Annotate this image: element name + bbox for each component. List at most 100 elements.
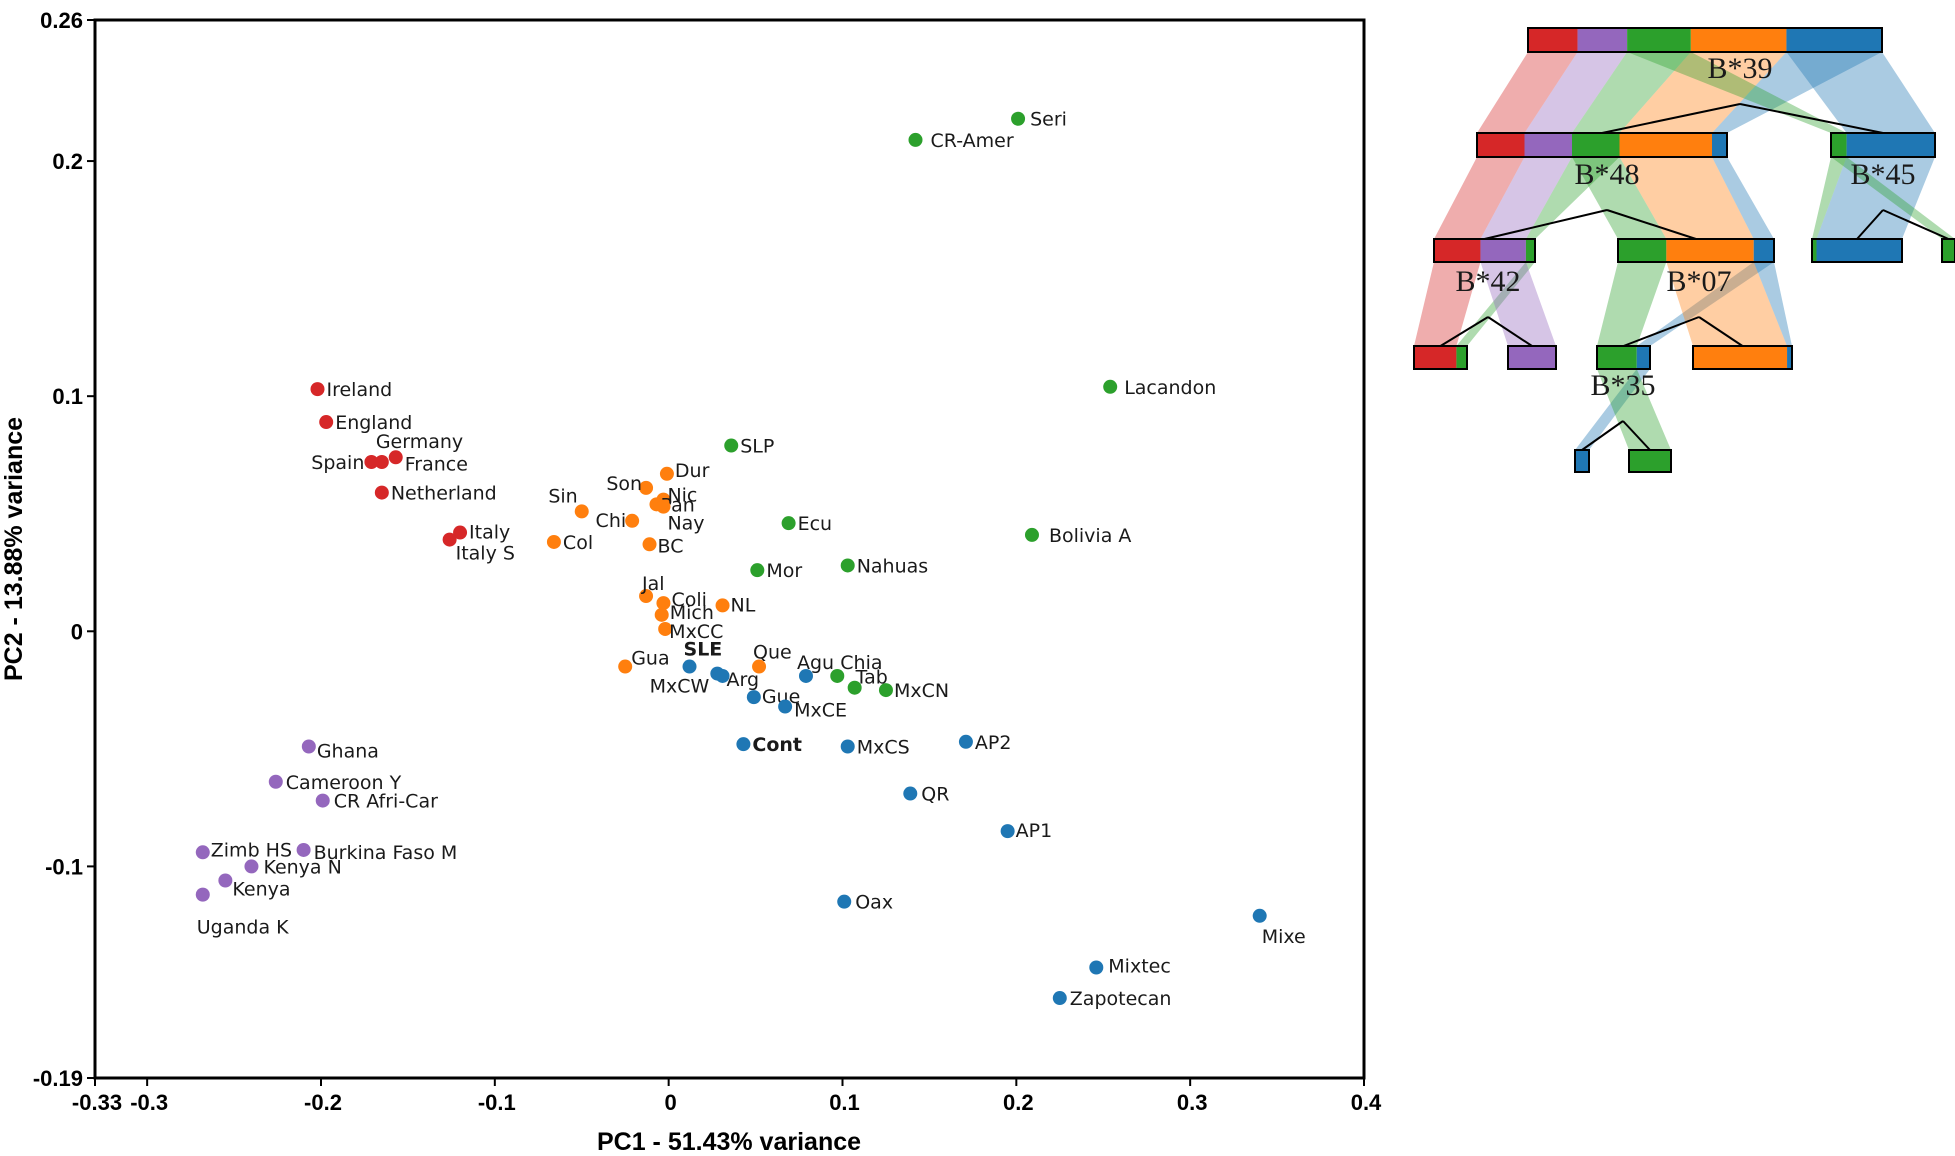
tree-edge [1439,316,1489,347]
point-label: CR-Amer [931,130,1014,152]
data-point [658,621,673,636]
bar-segment [1572,133,1620,157]
flow-band [1812,157,1847,239]
point-label: QR [921,784,949,806]
data-point [840,739,855,754]
point-label: Mixe [1262,926,1306,948]
tree-edges [1439,103,1949,451]
bar-outline [1830,132,1936,158]
data-point [830,668,845,683]
bar-segment [1846,133,1935,157]
data-point [1052,991,1067,1006]
data-point [268,774,283,789]
flow-band [1434,157,1525,239]
data-point [639,480,654,495]
bar-segment [1414,346,1457,369]
tree-split-labels: B*39 B*48 B*45 B*42 B*07 B*35 [1455,52,1915,402]
point-label: Kenya N [263,856,341,878]
data-point [315,793,330,808]
data-point [374,455,389,470]
flow-band [1597,262,1667,346]
data-point [908,132,923,147]
bar-segment [1619,133,1712,157]
composition-bar [1628,449,1672,473]
bar-segment [1528,28,1578,52]
data-point [195,845,210,860]
bar-outline [1476,132,1728,158]
bar-outline [1413,345,1468,370]
point-label: MxCW [650,676,710,698]
bar-segment [1629,450,1671,472]
data-point [296,842,311,857]
flow-band [1627,52,1847,133]
point-label: Nahuas [857,555,928,577]
point-label: MxCE [794,700,847,722]
point-label: Germany [376,431,463,453]
data-point [453,525,468,540]
bar-segment [1787,346,1792,369]
point-label: Netherland [391,483,497,505]
flow-band [1597,369,1671,450]
point-label: MxCC [669,621,723,643]
data-point [778,699,793,714]
bar-outline [1433,238,1536,263]
bar-outline [1527,27,1883,53]
composition-bar [1476,132,1728,158]
bar-segment [1786,28,1882,52]
split-label: B*42 [1455,265,1520,298]
y-tick-label: 0.2 [52,149,83,174]
point-label: AP1 [1016,820,1053,842]
point-label: Son [606,473,642,495]
tree-edge [1698,316,1744,347]
tree-composition-bars [1413,27,1955,473]
point-label: Gua [631,648,669,670]
x-tick-label: 0 [665,1090,677,1115]
x-tick-label: 0.1 [829,1090,860,1115]
data-point [374,485,389,500]
data-point [1089,960,1104,975]
data-point [574,504,589,519]
tree-edge [1606,209,1697,240]
point-label: Italy [469,522,510,544]
point-label: Cameroon Y [286,772,402,794]
point-label: MxCN [894,680,949,702]
point-label: Tab [855,667,888,689]
flow-band [1572,52,1691,133]
data-point [1024,527,1039,542]
data-point [639,589,654,604]
bar-segment [1812,239,1817,262]
data-point [301,739,316,754]
x-tick-label: 0.4 [1351,1090,1382,1115]
bar-segment [1942,239,1955,262]
data-point [1000,824,1015,839]
data-point [750,563,765,578]
data-point [781,516,796,531]
composition-bar [1527,27,1883,53]
tree-edge [1484,209,1608,240]
bar-segment [1627,28,1691,52]
data-point [1011,111,1026,126]
bar-segment [1434,239,1481,262]
composition-bar [1617,238,1775,263]
point-label: AP2 [975,732,1012,754]
composition-bar [1811,238,1903,263]
flow-band [1480,262,1556,346]
bar-segment [1477,133,1525,157]
y-tick-label: 0.1 [52,384,83,409]
point-label: SLE [684,639,723,661]
point-label: Zapotecan [1070,988,1172,1010]
x-axis-title: PC1 - 51.43% variance [597,1128,861,1156]
data-point [642,537,657,552]
plot-frame [93,18,1366,1080]
x-tick-label: -0.3 [130,1090,168,1115]
point-label: Coli [671,589,706,611]
bar-segment [1456,346,1467,369]
data-point [878,683,893,698]
data-point [244,859,259,874]
point-label: Kenya [232,879,290,901]
data-point [798,668,813,683]
composition-bar [1574,449,1590,473]
x-tick-label: -0.2 [304,1090,342,1115]
point-label: MxCS [857,736,910,758]
flow-band [1525,157,1620,239]
